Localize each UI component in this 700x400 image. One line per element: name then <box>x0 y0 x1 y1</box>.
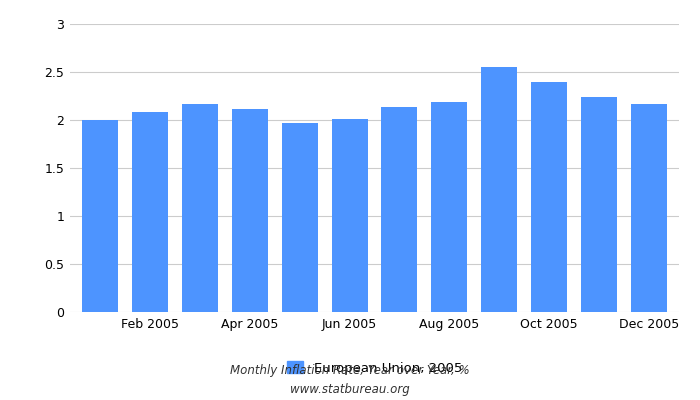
Text: www.statbureau.org: www.statbureau.org <box>290 383 410 396</box>
Bar <box>132 112 168 312</box>
Bar <box>332 119 368 312</box>
Bar <box>631 104 667 312</box>
Bar <box>382 106 417 312</box>
Bar <box>232 110 267 312</box>
Bar <box>531 82 567 312</box>
Bar <box>281 123 318 312</box>
Bar <box>182 104 218 312</box>
Legend: European Union, 2005: European Union, 2005 <box>282 356 467 380</box>
Text: Monthly Inflation Rate, Year over Year, %: Monthly Inflation Rate, Year over Year, … <box>230 364 470 377</box>
Bar <box>431 102 468 312</box>
Bar <box>82 120 118 312</box>
Bar <box>581 97 617 312</box>
Bar <box>482 67 517 312</box>
